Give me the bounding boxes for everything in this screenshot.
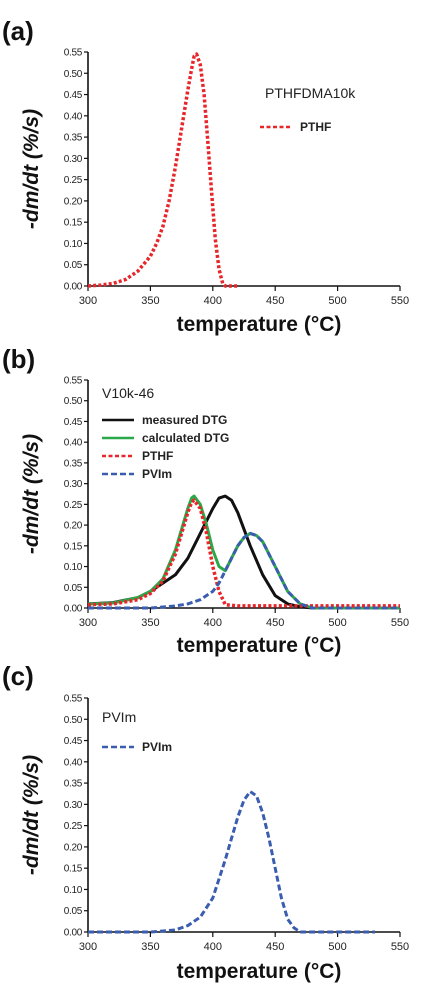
- x-tick-label: 300: [79, 295, 97, 307]
- x-tick-label: 550: [391, 941, 409, 953]
- y-tick-label: 0.50: [64, 69, 83, 80]
- y-tick-label: 0.30: [64, 479, 83, 490]
- x-tick-label: 350: [141, 617, 159, 629]
- y-tick-label: 0.55: [64, 376, 83, 387]
- y-tick-label: 0.30: [64, 154, 83, 165]
- x-tick-label: 450: [266, 295, 284, 307]
- y-tick-label: 0.00: [64, 928, 83, 939]
- y-tick-label: 0.10: [64, 885, 83, 896]
- y-tick-label: 0.40: [64, 111, 83, 122]
- y-tick-label: 0.55: [64, 694, 83, 705]
- y-tick-label: 0.25: [64, 500, 83, 511]
- y-tick-label: 0.30: [64, 800, 83, 811]
- legend-label: PTHF: [300, 120, 331, 134]
- x-axis-title: temperature (°C): [177, 634, 342, 657]
- sample-annotation: PVIm: [102, 709, 136, 725]
- series-line-measured-dtg: [87, 494, 400, 610]
- y-tick-label: 0.20: [64, 521, 83, 532]
- y-tick-label: 0.25: [64, 175, 83, 186]
- x-tick-label: 550: [391, 617, 409, 629]
- x-tick-label: 450: [266, 941, 284, 953]
- series-line-pthf: [87, 498, 400, 608]
- x-tick-label: 400: [204, 617, 222, 629]
- y-tick-label: 0.05: [64, 260, 83, 271]
- x-tick-label: 400: [204, 295, 222, 307]
- y-tick-label: 0.10: [64, 239, 83, 250]
- y-tick-label: 0.20: [64, 196, 83, 207]
- y-tick-label: 0.50: [64, 715, 83, 726]
- series-line-pvim: [88, 531, 400, 610]
- series-line-pthf: [87, 52, 238, 288]
- y-tick-label: 0.20: [64, 842, 83, 853]
- x-tick-label: 500: [328, 295, 346, 307]
- y-tick-label: 0.35: [64, 779, 83, 790]
- legend: PTHF: [260, 120, 331, 134]
- y-tick-label: 0.00: [64, 282, 83, 293]
- y-tick-label: 0.15: [64, 541, 83, 552]
- y-tick-label: 0.05: [64, 906, 83, 917]
- panel-label: (c): [2, 661, 34, 691]
- x-axis-title: temperature (°C): [177, 313, 342, 336]
- y-tick-label: 0.15: [64, 864, 83, 875]
- y-tick-label: 0.40: [64, 438, 83, 449]
- sample-annotation: V10k-46: [102, 385, 154, 401]
- legend: measured DTG calculated DTG PTHF PVIm: [102, 413, 229, 481]
- y-tick-label: 0.45: [64, 90, 83, 101]
- legend-label: PVIm: [142, 467, 172, 481]
- y-tick-label: 0.50: [64, 396, 83, 407]
- x-tick-label: 550: [391, 295, 409, 307]
- series-line-calculated-dtg: [87, 494, 400, 610]
- y-axis-title: -dm/dt (%/s): [20, 109, 43, 229]
- x-tick-label: 300: [79, 617, 97, 629]
- sample-annotation: PTHFDMA10k: [265, 85, 356, 101]
- y-tick-label: 0.35: [64, 458, 83, 469]
- chart-panel-a: (a) 0.00 0.05 0.10 0.15 0.20 0.25 0.30 0.35 0.40 0…: [2, 16, 409, 336]
- y-axis-title: -dm/dt (%/s): [20, 434, 43, 554]
- x-axis-title: temperature (°C): [177, 960, 342, 983]
- y-axis-title: -dm/dt (%/s): [20, 755, 43, 875]
- chart-panel-c: (c) 0.00 0.05 0.10 0.15 0.20 0.25 0.30 0.35 0.40 0…: [2, 661, 409, 983]
- x-tick-label: 350: [141, 941, 159, 953]
- x-tick-label: 450: [266, 617, 284, 629]
- legend-label: measured DTG: [142, 413, 227, 427]
- x-tick-label: 300: [79, 941, 97, 953]
- y-tick-label: 0.25: [64, 821, 83, 832]
- y-tick-label: 0.35: [64, 133, 83, 144]
- legend: PVIm: [102, 740, 172, 754]
- panel-label: (b): [2, 344, 35, 374]
- panel-label: (a): [2, 16, 34, 46]
- y-tick-label: 0.55: [64, 48, 83, 59]
- legend-label: PVIm: [142, 740, 172, 754]
- x-tick-label: 500: [328, 941, 346, 953]
- x-tick-label: 500: [328, 617, 346, 629]
- y-tick-label: 0.05: [64, 583, 83, 594]
- y-tick-label: 0.10: [64, 562, 83, 573]
- x-tick-label: 350: [141, 295, 159, 307]
- legend-label: calculated DTG: [142, 431, 229, 445]
- y-tick-label: 0.15: [64, 218, 83, 229]
- series-line-pvim: [88, 790, 375, 934]
- y-tick-label: 0.45: [64, 736, 83, 747]
- y-tick-label: 0.40: [64, 757, 83, 768]
- y-tick-label: 0.00: [64, 604, 83, 615]
- legend-label: PTHF: [142, 449, 173, 463]
- x-tick-label: 400: [204, 941, 222, 953]
- y-tick-label: 0.45: [64, 417, 83, 428]
- chart-panel-b: (b) 0.00 0.05 0.10 0.15 0.20 0.25 0.30 0.35 0.40 0…: [2, 344, 409, 657]
